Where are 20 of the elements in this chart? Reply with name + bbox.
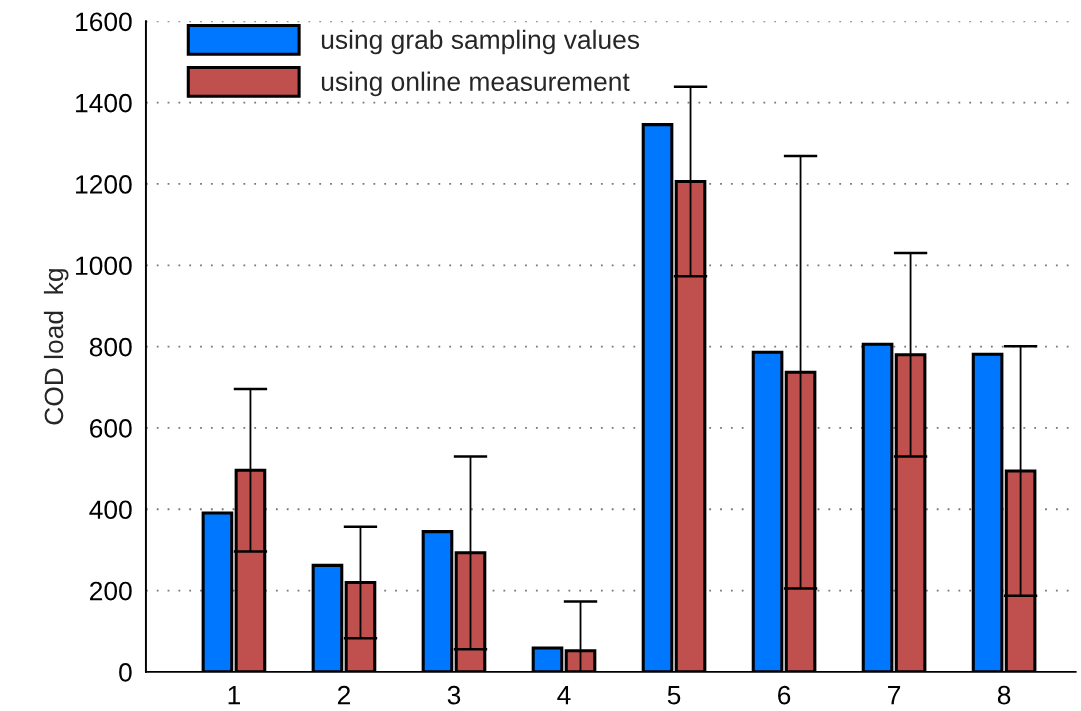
y-tick-label: 400	[89, 500, 132, 520]
y-tick-label: 800	[89, 337, 132, 357]
x-tick-label: 3	[447, 685, 461, 705]
y-tick-label: 200	[90, 581, 132, 601]
x-tick-label: 5	[667, 686, 681, 705]
x-tick-label: 8	[997, 685, 1011, 705]
legend-label: using grab sampling values	[321, 29, 640, 55]
x-tick-label: 6	[778, 685, 791, 705]
x-tick-label: 7	[888, 686, 901, 705]
y-axis-title: COD load kg	[43, 269, 69, 425]
y-tick-label: 1200	[76, 175, 132, 194]
y-tick-label: 1400	[76, 93, 132, 113]
x-tick-label: 4	[557, 686, 571, 705]
x-tick-label: 1	[228, 686, 240, 705]
y-tick-label: 0	[119, 663, 132, 682]
y-tick-label: 1000	[76, 256, 132, 276]
y-tick-label: 1600	[76, 12, 132, 32]
x-tick-label: 2	[337, 685, 350, 705]
legend-label: using online measurement	[321, 71, 630, 97]
y-tick-label: 600	[90, 419, 132, 438]
